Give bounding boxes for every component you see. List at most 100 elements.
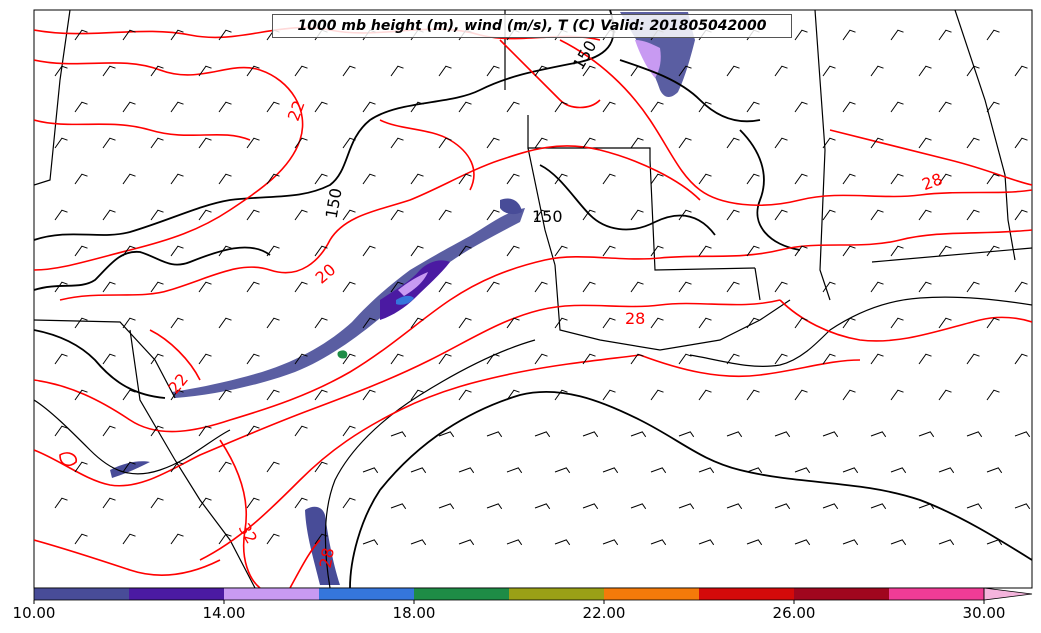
wind-barb xyxy=(246,209,260,221)
wind-barb xyxy=(266,173,280,185)
wind-barb xyxy=(534,431,551,438)
wind-barb xyxy=(650,173,664,185)
wind-barb xyxy=(554,173,568,185)
wind-barb xyxy=(218,389,232,401)
wind-barb xyxy=(822,431,839,438)
colorbar-segment xyxy=(34,588,130,600)
wind-barb xyxy=(438,137,452,149)
wind-barb xyxy=(266,389,280,401)
wind-barb xyxy=(986,317,1000,329)
wind-barb xyxy=(630,137,644,149)
wind-barb xyxy=(294,209,308,221)
wind-barb xyxy=(458,245,472,257)
wind-barb xyxy=(410,539,427,546)
wind-barb xyxy=(342,209,356,221)
colorbar-tick-label: 22.00 xyxy=(582,604,626,622)
wind-barb xyxy=(170,389,184,401)
wind-barb xyxy=(294,137,308,149)
colorbar-tick-label: 26.00 xyxy=(772,604,816,622)
wind-barb xyxy=(266,461,280,473)
wind-barb xyxy=(650,245,664,257)
colorbar-tick-label: 10.00 xyxy=(12,604,56,622)
wind-barb xyxy=(842,317,856,329)
wind-barb xyxy=(938,29,952,41)
wind-barb xyxy=(486,209,500,221)
wind-barb xyxy=(218,245,232,257)
wind-barb xyxy=(726,431,743,438)
wind-barb xyxy=(870,503,887,510)
wind-barb xyxy=(842,539,859,546)
wind-barb xyxy=(650,101,664,113)
wind-barb xyxy=(390,137,404,149)
wind-barb xyxy=(698,539,715,546)
wind-barb xyxy=(198,353,212,365)
wind-barb xyxy=(218,533,232,545)
wind-barb xyxy=(650,467,667,474)
wind-barb xyxy=(362,389,376,401)
wind-barb xyxy=(1014,209,1028,221)
wind-barb xyxy=(870,65,884,77)
wind-barb xyxy=(822,65,836,77)
wind-barb xyxy=(458,317,472,329)
boundaries xyxy=(34,10,1032,588)
wind-barb xyxy=(842,173,856,185)
wind-barb xyxy=(938,539,955,546)
wind-barb xyxy=(918,137,932,149)
height-label: 150 xyxy=(532,207,563,226)
wind-barb xyxy=(506,173,520,185)
wind-barb xyxy=(966,281,980,293)
wind-barb xyxy=(150,497,164,509)
wind-barb xyxy=(678,65,692,77)
wind-barb xyxy=(630,65,644,77)
wind-barb xyxy=(1014,65,1028,77)
wind-barb xyxy=(650,389,664,401)
wind-barb xyxy=(842,389,856,401)
wind-barb xyxy=(938,173,952,185)
wind-barb xyxy=(582,65,596,77)
wind-barb xyxy=(794,101,808,113)
wind-barb xyxy=(438,209,452,221)
wind-barb xyxy=(774,281,788,293)
wind-barb xyxy=(966,431,983,438)
wind-barb xyxy=(774,137,788,149)
temperature-label: 28 xyxy=(625,309,645,328)
wind-barb xyxy=(746,245,760,257)
wind-barb xyxy=(506,389,520,401)
wind-barb xyxy=(486,353,500,365)
wind-barb xyxy=(314,317,328,329)
wind-barb xyxy=(410,245,424,257)
wind-barb xyxy=(678,353,692,365)
wind-barb xyxy=(438,503,455,510)
wind-barb xyxy=(438,281,452,293)
wind-barb xyxy=(582,137,596,149)
wind-barb xyxy=(918,503,935,510)
wind-barb xyxy=(410,317,424,329)
wind-barb xyxy=(842,245,856,257)
wind-barb xyxy=(218,173,232,185)
wind-barb xyxy=(122,533,136,545)
wind-barb xyxy=(342,353,356,365)
wind-barb xyxy=(678,281,692,293)
wind-barb xyxy=(410,389,424,401)
wind-barb xyxy=(314,533,328,545)
wind-barb xyxy=(554,539,571,546)
wind-barb xyxy=(314,173,328,185)
wind-barb xyxy=(1014,503,1031,510)
wind-barb xyxy=(534,281,548,293)
wind-barb xyxy=(746,173,760,185)
wind-barb xyxy=(150,353,164,365)
wind-barb xyxy=(986,173,1000,185)
wind-barb xyxy=(774,65,788,77)
wind-barb xyxy=(966,137,980,149)
colorbar-segment xyxy=(129,588,225,600)
wind-barb xyxy=(890,173,904,185)
wind-barb xyxy=(410,173,424,185)
wind-barb xyxy=(458,173,472,185)
wind-barb xyxy=(842,101,856,113)
wind-barb xyxy=(794,317,808,329)
wind-barb xyxy=(822,209,836,221)
temperature-contours xyxy=(34,26,1032,588)
wind-barb xyxy=(630,431,647,438)
wind-barb xyxy=(678,137,692,149)
wind-barb xyxy=(74,173,88,185)
